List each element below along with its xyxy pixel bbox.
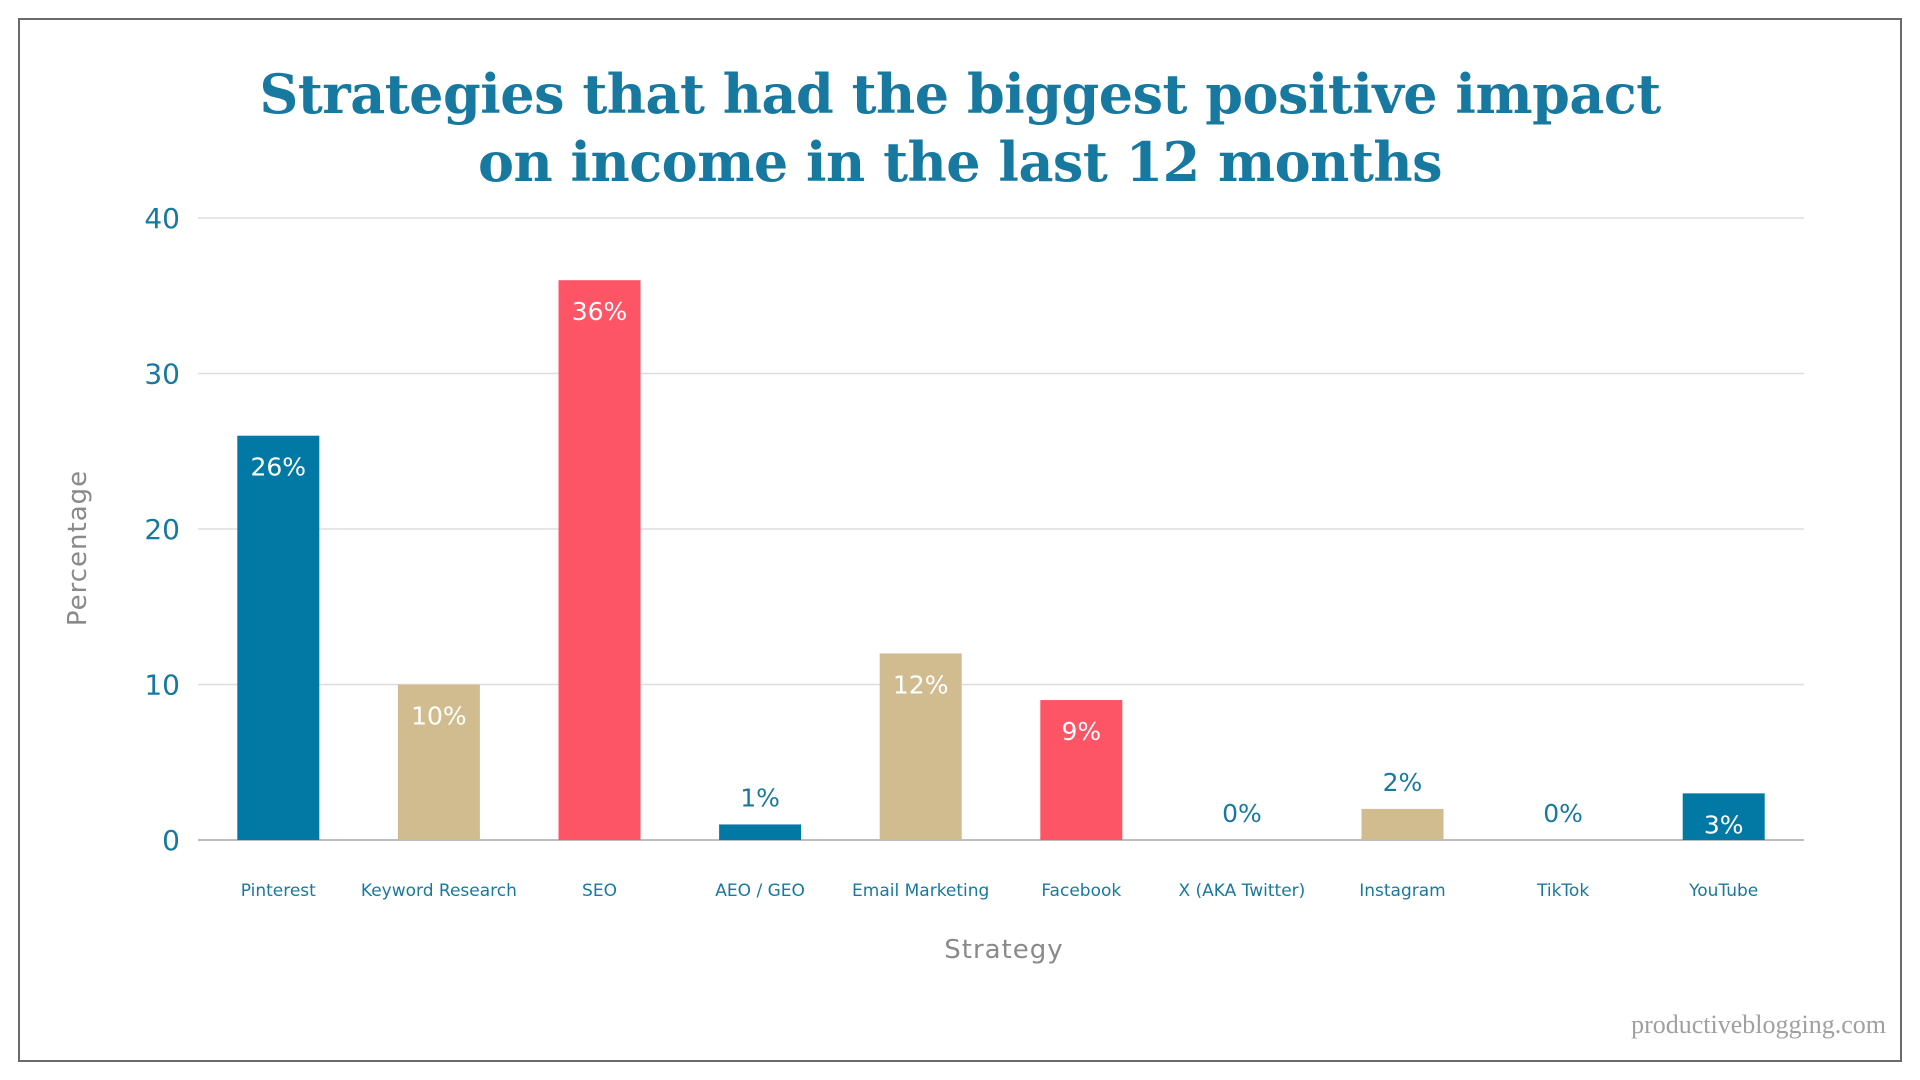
data-label: 9% xyxy=(1061,717,1101,746)
bar xyxy=(879,653,962,840)
bar xyxy=(237,435,320,840)
x-tick-label: TikTok xyxy=(1536,881,1589,901)
bar xyxy=(1040,700,1123,840)
data-label: 10% xyxy=(411,702,467,731)
y-tick-label: 30 xyxy=(144,358,180,391)
x-tick-label: YouTube xyxy=(1688,881,1758,901)
chart-title: Strategies that had the biggest positive… xyxy=(0,60,1920,196)
x-tick-label: Instagram xyxy=(1359,881,1446,901)
x-axis-label: Strategy xyxy=(944,935,1063,965)
bars: 26% 10% 36% 1% 12% 9% 0% 2% 0% 3% xyxy=(237,280,1765,840)
gridlines xyxy=(198,217,1804,841)
y-tick-labels: 0 10 20 30 40 xyxy=(144,202,180,857)
watermark: productiveblogging.com xyxy=(1631,1010,1886,1039)
x-tick-labels: Pinterest Keyword Research SEO AEO / GEO Ema… xyxy=(241,881,1759,901)
y-tick-label: 10 xyxy=(144,669,180,702)
data-label: 26% xyxy=(251,453,307,482)
x-tick-label: SEO xyxy=(582,881,617,901)
x-tick-label: Pinterest xyxy=(241,881,316,901)
x-tick-label: Facebook xyxy=(1041,881,1121,901)
bar xyxy=(397,684,480,840)
data-label: 36% xyxy=(572,297,628,326)
data-label: 2% xyxy=(1383,768,1423,797)
y-tick-label: 20 xyxy=(144,513,180,546)
chart-title-line-2: on income in the last 12 months xyxy=(477,130,1443,194)
bar xyxy=(558,280,641,840)
data-label: 0% xyxy=(1543,799,1583,828)
x-tick-label: Keyword Research xyxy=(361,881,517,901)
chart-title-line-1: Strategies that had the biggest positive… xyxy=(259,62,1661,126)
data-label: 0% xyxy=(1222,799,1262,828)
data-label: 3% xyxy=(1704,810,1744,839)
bar xyxy=(1361,808,1444,840)
y-tick-label: 40 xyxy=(144,202,180,235)
data-label: 12% xyxy=(893,670,949,699)
x-tick-label: Email Marketing xyxy=(852,881,989,901)
bar xyxy=(1682,793,1765,840)
bar xyxy=(719,824,802,840)
y-axis-label: Percentage xyxy=(63,470,93,626)
x-tick-label: AEO / GEO xyxy=(715,881,805,901)
chart-frame xyxy=(18,18,1902,1062)
data-label: 1% xyxy=(740,783,780,812)
x-tick-label: X (AKA Twitter) xyxy=(1178,881,1305,901)
y-tick-label: 0 xyxy=(162,824,180,857)
